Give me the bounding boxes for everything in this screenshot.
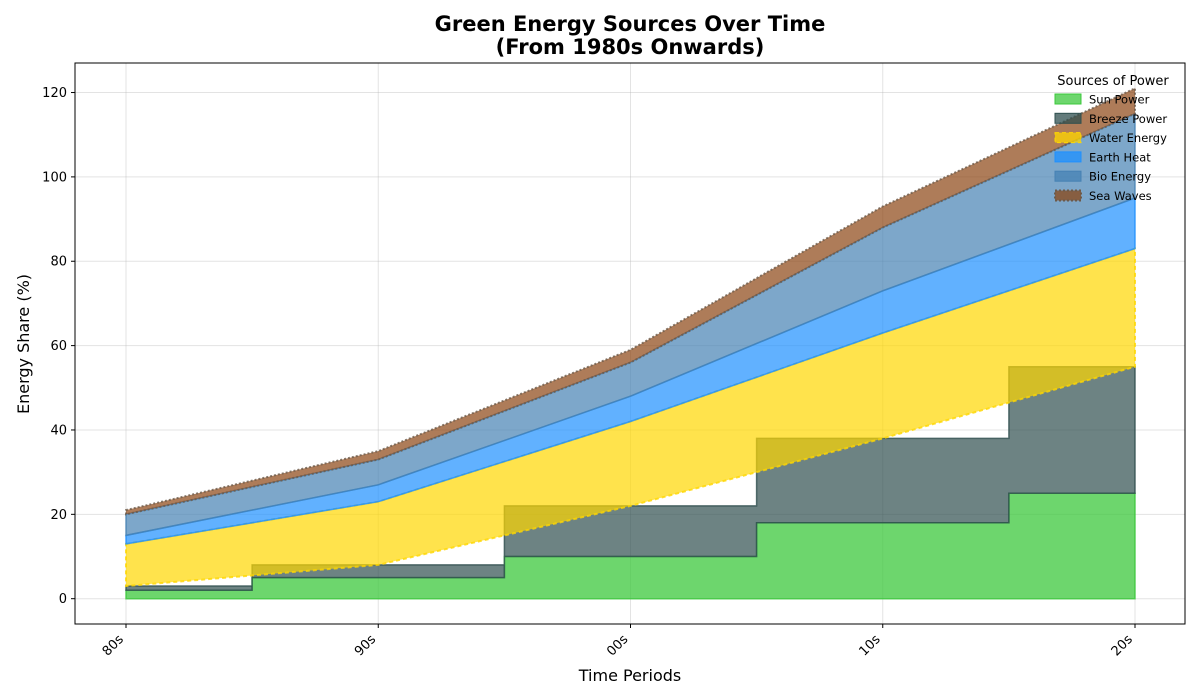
legend-label-water-energy: Water Energy <box>1089 131 1167 145</box>
legend-swatch-breeze-power <box>1054 112 1082 124</box>
y-tick-label: 40 <box>50 423 67 438</box>
x-tick-label: 00s <box>604 632 631 659</box>
legend-swatch-sea-waves <box>1054 189 1082 202</box>
legend-swatch-water-energy <box>1054 132 1082 144</box>
y-tick-label: 80 <box>50 255 67 270</box>
y-tick-label: 120 <box>42 86 67 101</box>
x-tick-label: 90s <box>352 632 379 659</box>
legend-swatch-sun-power <box>1054 93 1082 105</box>
legend: Sources of Power Sun Power Breeze Power Wa… <box>1054 74 1169 203</box>
y-tick-label: 20 <box>50 508 67 523</box>
legend-label-bio-energy: Bio Energy <box>1089 170 1151 184</box>
area-sea-waves <box>125 86 1136 516</box>
legend-label-earth-heat: Earth Heat <box>1089 150 1151 164</box>
legend-label-sea-waves: Sea Waves <box>1089 189 1152 203</box>
x-axis: 80s 90s 00s 10s 20s <box>100 624 1136 659</box>
x-tick-label: 20s <box>1109 632 1136 659</box>
area-water-energy <box>125 247 1136 588</box>
x-tick-label: 80s <box>100 632 127 659</box>
chart-title-line-2: (From 1980s Onwards) <box>496 35 765 59</box>
y-tick-label: 60 <box>50 339 67 354</box>
legend-title: Sources of Power <box>1057 74 1169 89</box>
y-axis-label: Energy Share (%) <box>14 274 33 414</box>
legend-swatch-bio-energy <box>1054 170 1082 182</box>
legend-swatch-earth-heat <box>1054 151 1082 163</box>
y-tick-label: 100 <box>42 170 67 185</box>
y-axis: 0 20 40 60 80 100 120 <box>42 86 75 607</box>
x-axis-label: Time Periods <box>578 666 681 685</box>
series-areas <box>125 86 1136 600</box>
chart-title-line-1: Green Energy Sources Over Time <box>435 12 826 36</box>
y-tick-label: 0 <box>59 592 67 607</box>
x-tick-label: 10s <box>856 632 883 659</box>
legend-label-breeze-power: Breeze Power <box>1089 112 1167 126</box>
legend-label-sun-power: Sun Power <box>1089 93 1150 107</box>
